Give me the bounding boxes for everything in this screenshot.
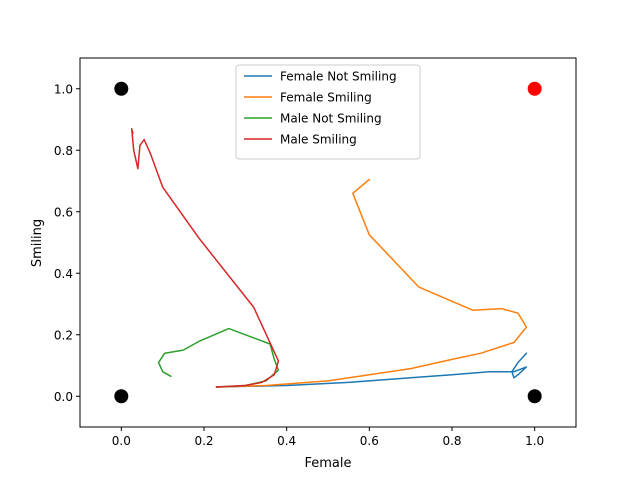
x-tick-label: 0.6	[360, 434, 379, 448]
y-tick-label: 0.2	[54, 328, 73, 342]
corner-marker-0	[114, 389, 129, 404]
x-tick-label: 0.4	[277, 434, 296, 448]
y-tick-label: 0.4	[54, 267, 73, 281]
x-tick-label: 0.8	[442, 434, 461, 448]
x-axis-label: Female	[304, 456, 351, 471]
legend-box	[235, 64, 421, 160]
x-tick-label: 0.0	[112, 434, 131, 448]
y-tick-label: 1.0	[54, 82, 73, 96]
axes-frame	[79, 57, 577, 428]
legend-label-3: Male Smiling	[280, 133, 357, 147]
x-tick-label: 1.0	[525, 434, 544, 448]
series-line-2	[157, 327, 280, 388]
y-tick-label: 0.6	[54, 205, 73, 219]
legend-label-1: Female Smiling	[280, 91, 372, 105]
corner-marker-3	[527, 81, 542, 96]
series-line-0	[215, 352, 528, 388]
legend-label-0: Female Not Smiling	[280, 70, 397, 84]
y-axis: 0.0 0.2 0.4 0.6 0.8 1.0	[54, 82, 80, 404]
y-tick-label: 0.8	[54, 144, 73, 158]
series-line-1	[215, 178, 528, 388]
corner-marker-2	[527, 389, 542, 404]
series-line-3	[130, 127, 280, 388]
y-axis-label: Smiling	[30, 219, 45, 267]
legend-label-2: Male Not Smiling	[280, 112, 382, 126]
legend: Female Not Smiling Female Smiling Male Not…	[235, 64, 421, 160]
plot-area	[114, 81, 542, 404]
corner-marker-1	[114, 81, 129, 96]
x-tick-label: 0.2	[194, 434, 213, 448]
x-axis: 0.0 0.2 0.4 0.6 0.8 1.0	[112, 427, 544, 448]
y-tick-label: 0.0	[54, 390, 73, 404]
